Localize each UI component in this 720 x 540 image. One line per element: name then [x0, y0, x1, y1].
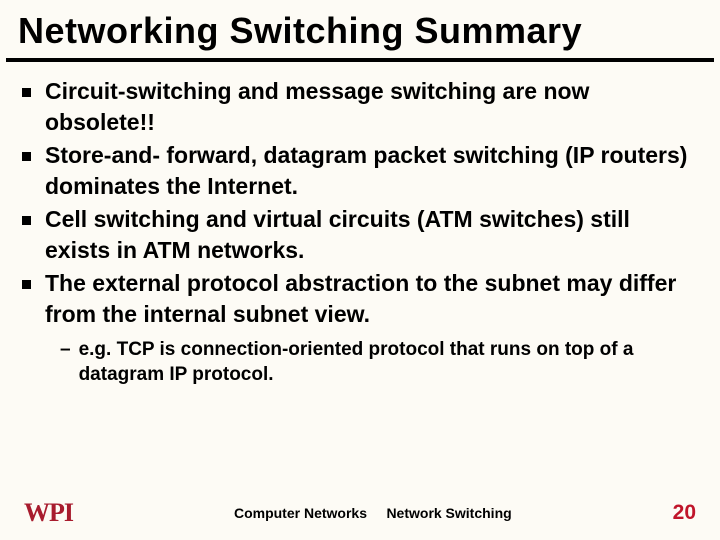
bullet-text: Circuit-switching and message switching … — [45, 76, 698, 138]
logo-text: WPI — [24, 498, 73, 528]
list-item: Circuit-switching and message switching … — [22, 76, 698, 138]
footer-center-text: Computer Networks Network Switching — [73, 505, 673, 521]
list-item: Store-and- forward, datagram packet swit… — [22, 140, 698, 202]
square-bullet-icon — [22, 152, 31, 161]
slide-footer: WPI Computer Networks Network Switching … — [0, 498, 720, 528]
bullet-text: The external protocol abstraction to the… — [45, 268, 698, 330]
sub-bullet-text: e.g. TCP is connection-oriented protocol… — [79, 338, 698, 387]
bullet-list: Circuit-switching and message switching … — [22, 76, 698, 330]
footer-label-left: Computer Networks — [234, 505, 367, 521]
bullet-text: Store-and- forward, datagram packet swit… — [45, 140, 698, 202]
slide-title: Networking Switching Summary — [0, 0, 720, 58]
title-underline — [6, 58, 714, 62]
wpi-logo: WPI — [24, 498, 73, 528]
list-item: The external protocol abstraction to the… — [22, 268, 698, 330]
footer-label-right: Network Switching — [386, 505, 511, 521]
square-bullet-icon — [22, 88, 31, 97]
sub-list-item: – e.g. TCP is connection-oriented protoc… — [60, 338, 698, 387]
square-bullet-icon — [22, 280, 31, 289]
slide-content: Circuit-switching and message switching … — [0, 76, 720, 388]
dash-bullet-icon: – — [60, 339, 71, 361]
list-item: Cell switching and virtual circuits (ATM… — [22, 204, 698, 266]
bullet-text: Cell switching and virtual circuits (ATM… — [45, 204, 698, 266]
page-number: 20 — [673, 501, 696, 525]
square-bullet-icon — [22, 216, 31, 225]
